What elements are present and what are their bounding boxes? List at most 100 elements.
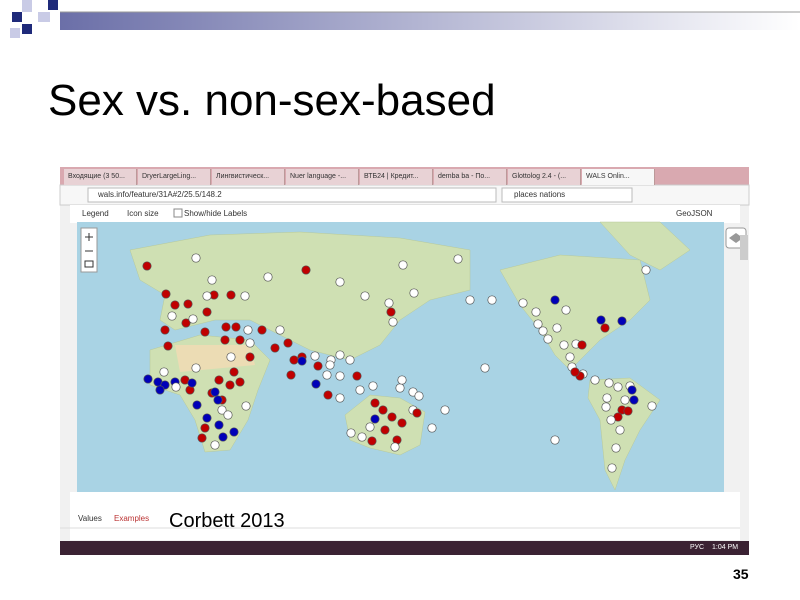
- language-marker[interactable]: [552, 323, 562, 333]
- language-marker[interactable]: [161, 289, 171, 299]
- language-marker[interactable]: [629, 395, 639, 405]
- language-marker[interactable]: [335, 371, 345, 381]
- language-marker[interactable]: [191, 253, 201, 263]
- language-marker[interactable]: [398, 260, 408, 270]
- language-marker[interactable]: [200, 327, 210, 337]
- language-marker[interactable]: [231, 322, 241, 332]
- language-marker[interactable]: [155, 385, 165, 395]
- language-marker[interactable]: [283, 338, 293, 348]
- language-marker[interactable]: [240, 291, 250, 301]
- language-marker[interactable]: [310, 351, 320, 361]
- language-marker[interactable]: [183, 299, 193, 309]
- language-marker[interactable]: [270, 343, 280, 353]
- language-marker[interactable]: [533, 319, 543, 329]
- language-marker[interactable]: [226, 290, 236, 300]
- language-marker[interactable]: [380, 425, 390, 435]
- language-marker[interactable]: [159, 367, 169, 377]
- language-marker[interactable]: [388, 317, 398, 327]
- language-marker[interactable]: [214, 375, 224, 385]
- language-marker[interactable]: [301, 265, 311, 275]
- language-marker[interactable]: [414, 391, 424, 401]
- language-marker[interactable]: [543, 334, 553, 344]
- browser-tab[interactable]: Glottolog 2.4 - (...: [508, 169, 581, 185]
- language-marker[interactable]: [409, 288, 419, 298]
- language-marker[interactable]: [602, 393, 612, 403]
- language-marker[interactable]: [352, 371, 362, 381]
- values-tab[interactable]: Values: [78, 514, 102, 523]
- labels-toggle[interactable]: Show/hide Labels: [184, 209, 248, 218]
- language-marker[interactable]: [217, 405, 227, 415]
- language-marker[interactable]: [453, 254, 463, 264]
- url[interactable]: wals.info/feature/31A#2/25.5/148.2: [98, 190, 222, 199]
- browser-tab[interactable]: WALS Onlin...: [582, 169, 655, 185]
- language-marker[interactable]: [245, 338, 255, 348]
- language-marker[interactable]: [570, 367, 580, 377]
- language-marker[interactable]: [197, 433, 207, 443]
- browser-tab[interactable]: DryerLargeLing...: [138, 169, 211, 185]
- language-marker[interactable]: [160, 325, 170, 335]
- language-marker[interactable]: [323, 390, 333, 400]
- language-marker[interactable]: [275, 325, 285, 335]
- legend-menu[interactable]: Legend: [82, 209, 109, 218]
- language-marker[interactable]: [368, 381, 378, 391]
- language-marker[interactable]: [370, 398, 380, 408]
- language-marker[interactable]: [325, 360, 335, 370]
- language-marker[interactable]: [611, 443, 621, 453]
- examples-tab[interactable]: Examples: [114, 514, 150, 523]
- language-marker[interactable]: [241, 401, 251, 411]
- search-box[interactable]: places nations: [514, 190, 566, 199]
- language-marker[interactable]: [559, 340, 569, 350]
- language-marker[interactable]: [427, 423, 437, 433]
- language-marker[interactable]: [223, 410, 233, 420]
- language-marker[interactable]: [465, 295, 475, 305]
- language-marker[interactable]: [613, 382, 623, 392]
- language-marker[interactable]: [604, 378, 614, 388]
- language-marker[interactable]: [641, 265, 651, 275]
- language-marker[interactable]: [617, 316, 627, 326]
- browser-tab[interactable]: Nuer language -...: [286, 169, 359, 185]
- language-marker[interactable]: [188, 314, 198, 324]
- language-marker[interactable]: [220, 335, 230, 345]
- language-marker[interactable]: [606, 415, 616, 425]
- language-marker[interactable]: [229, 427, 239, 437]
- language-marker[interactable]: [577, 340, 587, 350]
- language-marker[interactable]: [210, 440, 220, 450]
- language-marker[interactable]: [214, 420, 224, 430]
- language-marker[interactable]: [346, 428, 356, 438]
- language-marker[interactable]: [600, 323, 610, 333]
- language-marker[interactable]: [538, 326, 548, 336]
- language-marker[interactable]: [167, 311, 177, 321]
- language-marker[interactable]: [561, 305, 571, 315]
- language-marker[interactable]: [257, 325, 267, 335]
- language-marker[interactable]: [623, 406, 633, 416]
- language-marker[interactable]: [225, 380, 235, 390]
- language-marker[interactable]: [143, 374, 153, 384]
- language-marker[interactable]: [226, 352, 236, 362]
- language-marker[interactable]: [596, 315, 606, 325]
- language-marker[interactable]: [335, 350, 345, 360]
- language-marker[interactable]: [386, 307, 396, 317]
- browser-tab[interactable]: Входящие (3 50...: [64, 169, 137, 185]
- language-marker[interactable]: [480, 363, 490, 373]
- language-marker[interactable]: [378, 405, 388, 415]
- language-marker[interactable]: [387, 412, 397, 422]
- language-marker[interactable]: [213, 395, 223, 405]
- language-marker[interactable]: [397, 418, 407, 428]
- language-marker[interactable]: [384, 298, 394, 308]
- language-marker[interactable]: [235, 335, 245, 345]
- language-marker[interactable]: [202, 291, 212, 301]
- language-marker[interactable]: [245, 352, 255, 362]
- language-marker[interactable]: [187, 378, 197, 388]
- language-marker[interactable]: [440, 405, 450, 415]
- language-marker[interactable]: [565, 352, 575, 362]
- language-marker[interactable]: [243, 325, 253, 335]
- language-marker[interactable]: [207, 275, 217, 285]
- language-marker[interactable]: [357, 432, 367, 442]
- language-marker[interactable]: [286, 370, 296, 380]
- language-marker[interactable]: [550, 295, 560, 305]
- language-marker[interactable]: [397, 375, 407, 385]
- language-marker[interactable]: [202, 413, 212, 423]
- language-marker[interactable]: [620, 395, 630, 405]
- icon-size-menu[interactable]: Icon size: [127, 209, 159, 218]
- language-marker[interactable]: [171, 382, 181, 392]
